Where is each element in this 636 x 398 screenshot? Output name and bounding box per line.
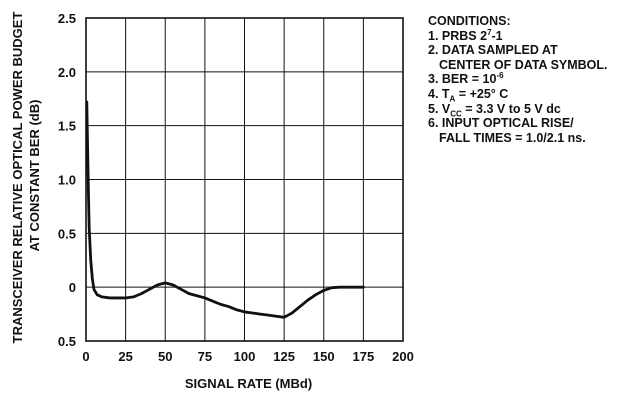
- x-tick-label: 75: [198, 349, 212, 364]
- condition-4-subscript: A: [449, 94, 456, 104]
- condition-5: 5. VCC = 3.3 V to 5 V dc: [428, 101, 633, 119]
- condition-3-text: 3. BER = 10: [428, 72, 497, 87]
- y-axis-title-line-2: AT CONSTANT BER (dB): [27, 100, 42, 252]
- condition-6-line-2: FALL TIMES = 1.0/2.1 ns.: [439, 130, 586, 145]
- x-tick-label: 100: [234, 349, 256, 364]
- x-axis-title: SIGNAL RATE (MBd): [185, 376, 312, 391]
- condition-5-tail: = 3.3 V to 5 V dc: [461, 101, 561, 116]
- y-tick-label: 1.0: [58, 173, 76, 188]
- condition-2-line-2-row: CENTER OF DATA SYMBOL.: [428, 58, 633, 73]
- y-tick-label: 0.5: [58, 226, 76, 241]
- y-tick-label: 2.0: [58, 65, 76, 80]
- conditions-heading: CONDITIONS:: [428, 14, 511, 28]
- x-tick-label: 50: [158, 349, 172, 364]
- condition-2-line-1: 2. DATA SAMPLED AT: [428, 43, 558, 58]
- condition-1: 1. PRBS 27-1: [428, 27, 633, 44]
- condition-1-tail: -1: [491, 28, 503, 43]
- condition-1-text: 1. PRBS 2: [428, 28, 488, 43]
- x-tick-label: 125: [273, 349, 295, 364]
- condition-4-text: 4. T: [428, 86, 450, 101]
- condition-4: 4. TA = +25° C: [428, 86, 633, 104]
- x-tick-label: 150: [313, 349, 335, 364]
- conditions-note: CONDITIONS: 1. PRBS 27-1 2. DATA SAMPLED…: [428, 14, 633, 145]
- condition-2-line-2: CENTER OF DATA SYMBOL.: [439, 57, 608, 72]
- plot-frame: [85, 17, 404, 342]
- condition-5-text: 5. V: [428, 101, 451, 116]
- x-tick-label: 0: [82, 349, 89, 364]
- y-axis-title-line-1: TRANSCEIVER RELATIVE OPTICAL POWER BUDGE…: [10, 12, 25, 344]
- y-tick-label: 1.5: [58, 119, 76, 134]
- x-tick-label: 25: [118, 349, 132, 364]
- x-tick-label: 175: [353, 349, 375, 364]
- condition-3: 3. BER = 10-6: [428, 72, 633, 87]
- x-tick-label: 200: [392, 349, 414, 364]
- condition-6-line-1: 6. INPUT OPTICAL RISE/: [428, 116, 574, 131]
- condition-5-subscript: CC: [450, 109, 462, 119]
- condition-3-exponent: -6: [496, 71, 504, 81]
- condition-4-tail: = +25° C: [455, 86, 509, 101]
- condition-6-line-2-row: FALL TIMES = 1.0/2.1 ns.: [428, 131, 633, 146]
- series-line: [85, 100, 365, 319]
- y-tick-label: 0.5: [58, 334, 76, 349]
- condition-1-exponent: 7: [487, 27, 492, 37]
- y-tick-label: 0: [69, 280, 76, 295]
- y-tick-label: 2.5: [58, 11, 76, 26]
